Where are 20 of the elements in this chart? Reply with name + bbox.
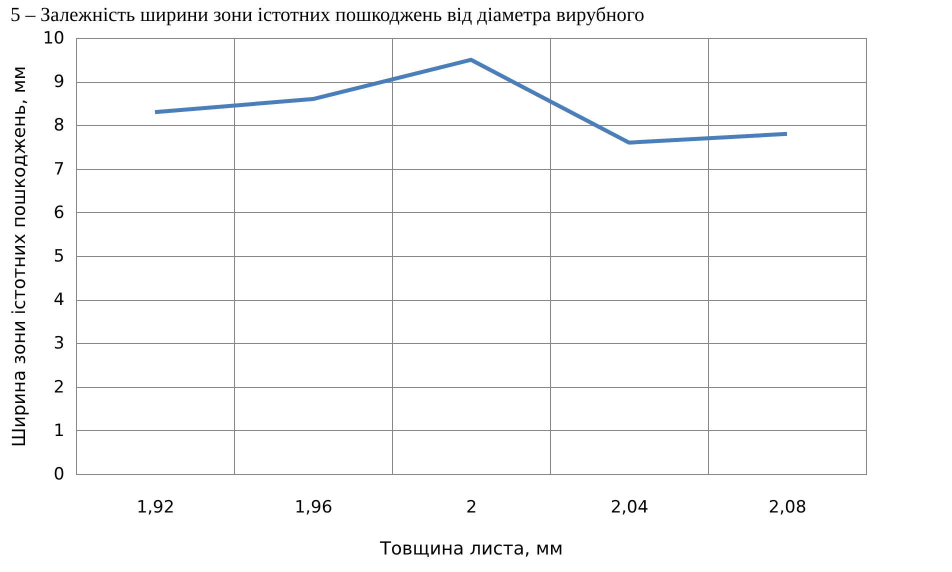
x-tick-label: 1,92 [136,498,174,518]
y-tick-label: 0 [54,464,64,484]
y-axis-title: Ширина зони істотних пошкоджень, мм [8,66,30,447]
y-tick-label: 2 [54,377,64,398]
y-tick-label: 8 [54,116,64,136]
line-series [153,58,789,145]
y-tick-label: 9 [54,72,64,92]
y-tick-label: 5 [54,246,64,266]
x-tick-label: 2 [466,498,477,518]
y-tick-label: 6 [54,202,64,223]
y-tick-label: 7 [54,159,64,180]
x-axis-title: Товщина листа, мм [378,538,564,560]
y-tick-label: 3 [54,334,64,354]
x-tick-label: 2,04 [610,498,648,518]
x-tick-label: 2,08 [768,498,806,518]
y-tick-label: 4 [54,290,64,310]
x-tick-label: 1,96 [294,498,332,518]
y-tick-label: 10 [42,28,64,48]
chart-title: 5 – Залежність ширини зони істотних пошкоджень від діаметра вирубного [10,4,644,26]
y-tick-label: 1 [54,420,64,441]
